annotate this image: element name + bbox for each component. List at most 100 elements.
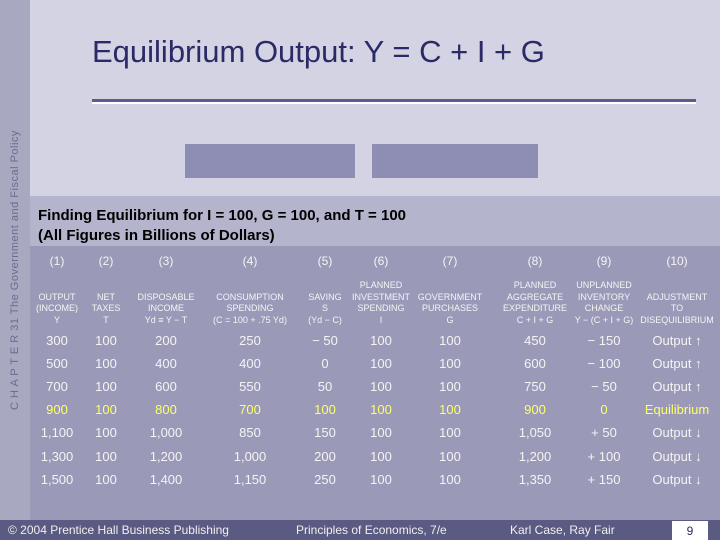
column-header: SAVING S (Yd − C) [308, 292, 342, 327]
footer-copyright: © 2004 Prentice Hall Business Publishing [8, 523, 229, 537]
title-rule [92, 99, 696, 102]
table-cell: 1,150 [233, 472, 267, 487]
table-cell: 500 [46, 356, 68, 371]
column-number: (7) [442, 254, 458, 268]
table-cell: − 50 [312, 333, 338, 348]
table-cell: 450 [524, 333, 546, 348]
table-cell: Output ↓ [652, 472, 702, 487]
placeholder-box [185, 144, 355, 178]
table-cell: 50 [317, 379, 333, 394]
table-cell: 100 [439, 449, 461, 464]
table-cell: 250 [239, 333, 261, 348]
header-line: (Yd − C) [308, 314, 342, 325]
side-strip [0, 0, 30, 540]
placeholder-box [372, 144, 538, 178]
table-cell: 100 [439, 333, 461, 348]
table-cell: + 50 [591, 425, 617, 440]
table-cell: 900 [46, 402, 68, 417]
header-line: Yd ≡ Y − T [144, 314, 188, 325]
table-cell: 300 [46, 333, 68, 348]
table-cell: 1,350 [518, 472, 552, 487]
header-line: PLANNED [359, 280, 403, 290]
caption-band [30, 196, 720, 246]
column-number: (10) [666, 254, 688, 268]
slide-title: Equilibrium Output: Y = C + I + G [92, 34, 545, 69]
table-cell: 600 [524, 356, 546, 371]
table-cell: 0 [600, 402, 608, 417]
header-line: (INCOME) [36, 303, 78, 313]
column-number: (3) [158, 254, 174, 268]
column-header: NET TAXES T [92, 292, 121, 327]
column-header: UNPLANNED INVENTORY CHANGE Y − (C + I + G) [575, 280, 634, 326]
column-header: PLANNED AGGREGATE EXPENDITURE C + I + G [503, 280, 567, 326]
table-cell: 100 [439, 379, 461, 394]
table-cell: 100 [370, 472, 392, 487]
column-number: (9) [596, 254, 612, 268]
table-cell: 900 [524, 402, 546, 417]
table-cell: 400 [155, 356, 177, 371]
header-line: TAXES [91, 303, 121, 313]
chapter-label: C H A P T E R 31 The Government and Fisc… [9, 130, 21, 410]
table-cell: + 100 [587, 449, 621, 464]
table-cell: 100 [95, 356, 117, 371]
caption-line: Finding Equilibrium for I = 100, G = 100… [38, 207, 407, 224]
table-cell: 100 [370, 356, 392, 371]
footer-bar [0, 520, 720, 540]
header-line: G [446, 314, 454, 325]
column-header: ADJUSTMENT TO DISEQUILIBRIUM [640, 292, 714, 327]
footer-book: Principles of Economics, 7/e [296, 523, 447, 537]
table-cell: 100 [314, 402, 336, 417]
column-header: GOVERNMENT PURCHASES G [418, 292, 483, 327]
header-line: SAVING [308, 291, 342, 302]
table-cell: 100 [95, 379, 117, 394]
table-caption: Finding Equilibrium for I = 100, G = 100… [38, 206, 406, 246]
header-line: Y [53, 314, 60, 325]
column-number: (5) [317, 254, 333, 268]
header-line: PLANNED [513, 280, 557, 290]
header-line: I [379, 314, 383, 325]
header-line: OUTPUT [38, 291, 76, 302]
table-cell: 200 [314, 449, 336, 464]
column-header: DISPOSABLE INCOME Yd ≡ Y − T [137, 292, 194, 327]
table-cell: 100 [370, 425, 392, 440]
table-cell: − 150 [587, 333, 621, 348]
header-line: SPENDING [357, 303, 405, 313]
header-line: DISPOSABLE [137, 291, 195, 302]
table-cell: 600 [155, 379, 177, 394]
table-cell: 1,500 [40, 472, 74, 487]
table-cell: Equilibrium [644, 402, 710, 417]
table-cell: 1,000 [233, 449, 267, 464]
table-cell: Output ↑ [652, 356, 702, 371]
table-cell: Output ↑ [652, 379, 702, 394]
table-cell: 1,400 [149, 472, 183, 487]
column-header: OUTPUT (INCOME) Y [36, 292, 78, 327]
table-cell: 100 [439, 402, 461, 417]
header-line: ADJUSTMENT [646, 291, 708, 302]
column-number: (2) [98, 254, 114, 268]
table-cell: 550 [239, 379, 261, 394]
header-line: C + I + G [516, 314, 554, 325]
table-cell: 100 [95, 449, 117, 464]
table-cell: 1,200 [149, 449, 183, 464]
table-cell: 1,050 [518, 425, 552, 440]
header-line: T [103, 314, 109, 325]
table-cell: 1,200 [518, 449, 552, 464]
column-number: (8) [527, 254, 543, 268]
table-cell: 200 [155, 333, 177, 348]
table-cell: 100 [95, 333, 117, 348]
table-cell: − 50 [591, 379, 617, 394]
table-background [30, 246, 720, 520]
table-cell: Output ↓ [652, 449, 702, 464]
header-line: PURCHASES [421, 303, 479, 313]
header-line: AGGREGATE [506, 291, 564, 302]
column-header: CONSUMPTION SPENDING (C = 100 + .75 Yd) [213, 292, 287, 327]
table-cell: 400 [239, 356, 261, 371]
header-line: UNPLANNED [576, 280, 632, 290]
table-cell: 1,300 [40, 449, 74, 464]
table-cell: 1,000 [149, 425, 183, 440]
page-number: 9 [672, 521, 708, 540]
table-cell: − 100 [587, 356, 621, 371]
header-line: INVESTMENT [351, 291, 411, 302]
table-cell: 250 [314, 472, 336, 487]
